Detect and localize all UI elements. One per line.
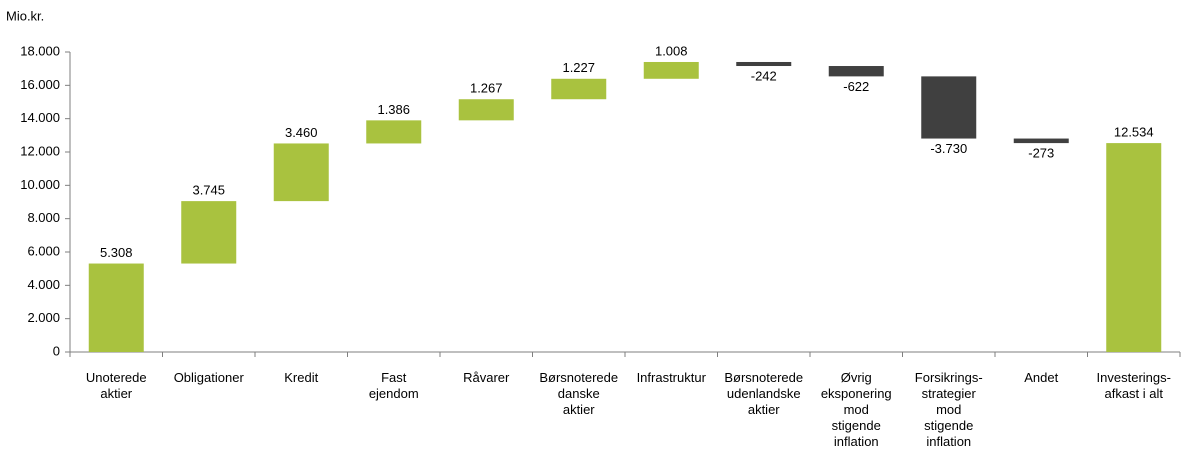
value-label: -622 <box>843 79 869 94</box>
bar <box>551 78 607 100</box>
x-tick-label: Råvarer <box>463 370 510 385</box>
y-tick-label: 12.000 <box>20 143 60 158</box>
value-label: -273 <box>1028 146 1054 161</box>
value-label: 5.308 <box>100 245 133 260</box>
value-label: 3.460 <box>285 125 318 140</box>
y-tick-label: 4.000 <box>27 277 60 292</box>
bar <box>458 99 514 121</box>
x-tick-label: Børsnoterede danske aktier <box>539 370 618 417</box>
y-tick-label: 6.000 <box>27 243 60 258</box>
y-tick-label: 0 <box>53 343 60 358</box>
y-tick-label: 18.000 <box>20 43 60 58</box>
bar <box>1106 143 1162 352</box>
y-tick-label: 16.000 <box>20 77 60 92</box>
bar <box>273 143 329 202</box>
value-label: -242 <box>751 68 777 83</box>
bar <box>828 66 884 77</box>
bar <box>736 61 792 67</box>
bar <box>181 201 237 264</box>
x-tick-label: Øvrig eksponering mod stigende inflation <box>821 370 892 449</box>
y-tick-label: 8.000 <box>27 210 60 225</box>
value-label: 1.386 <box>377 102 410 117</box>
x-tick-label: Obligationer <box>174 370 245 385</box>
bar <box>1013 138 1069 144</box>
value-label: 1.227 <box>562 60 595 75</box>
value-label: 1.008 <box>655 43 688 58</box>
x-tick-label: Fast ejendom <box>369 370 419 401</box>
x-tick-label: Børsnoterede udenlandske aktier <box>724 370 803 417</box>
x-tick-label: Infrastruktur <box>637 370 707 385</box>
x-tick-label: Kredit <box>284 370 318 385</box>
x-tick-label: Forsikrings-strategier mod stigende inflati… <box>915 370 983 449</box>
bar <box>88 263 144 352</box>
x-tick-label: Unoterede aktier <box>86 370 147 401</box>
value-label: 1.267 <box>470 81 503 96</box>
value-label: 3.745 <box>192 183 225 198</box>
value-label: 12.534 <box>1114 125 1154 140</box>
value-label: -3.730 <box>930 141 967 156</box>
y-tick-label: 10.000 <box>20 177 60 192</box>
y-tick-label: 14.000 <box>20 110 60 125</box>
x-tick-label: Investerings-afkast i alt <box>1097 370 1171 401</box>
y-tick-label: 2.000 <box>27 310 60 325</box>
bar <box>643 61 699 79</box>
x-tick-label: Andet <box>1024 370 1058 385</box>
y-axis-label: Mio.kr. <box>6 8 44 23</box>
bar <box>921 76 977 139</box>
bar <box>366 120 422 144</box>
